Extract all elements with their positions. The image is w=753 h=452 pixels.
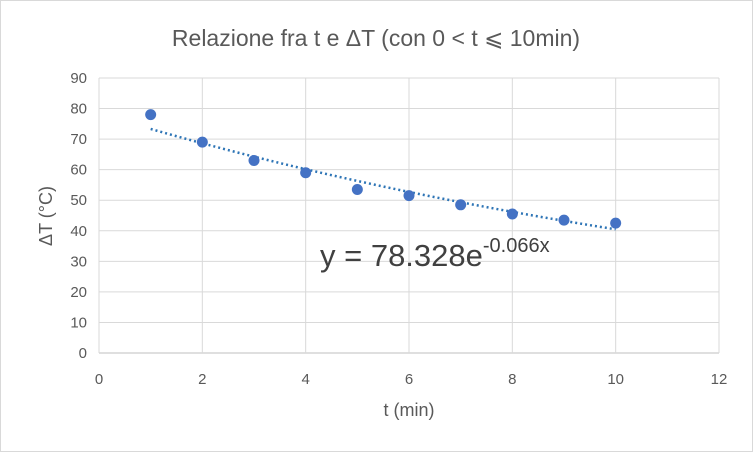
- data-points: [145, 109, 622, 229]
- x-tick-label: 4: [301, 371, 309, 388]
- y-tick-label: 90: [70, 70, 87, 87]
- y-tick-label: 30: [70, 253, 87, 270]
- equation-base: y = 78.328e: [320, 238, 483, 273]
- data-point: [300, 167, 312, 179]
- y-tick-label: 0: [79, 345, 87, 362]
- y-axis-label: ΔT (°C): [36, 186, 56, 246]
- data-point: [558, 214, 570, 226]
- tick-labels: 0 10 20 30 40 50 60 70 80 90 0 2 4 6 8 10 12: [70, 70, 727, 388]
- gridlines: [98, 77, 720, 354]
- y-tick-label: 70: [70, 131, 87, 148]
- data-point: [248, 155, 260, 166]
- y-tick-label: 40: [70, 223, 87, 240]
- equation-exponent: -0.066x: [483, 235, 550, 257]
- data-point: [455, 199, 467, 211]
- data-point: [351, 184, 363, 196]
- chart-title: Relazione fra t e ΔT (con 0 < t ⩽ 10min): [172, 25, 580, 51]
- x-tick-label: 10: [607, 371, 624, 388]
- trendline: [150, 127, 616, 231]
- x-tick-label: 8: [508, 371, 516, 388]
- y-tick-label: 10: [70, 314, 87, 331]
- x-tick-label: 12: [711, 371, 728, 388]
- data-point: [403, 190, 415, 202]
- x-tick-label: 6: [405, 371, 413, 388]
- data-point: [196, 136, 208, 148]
- y-tick-label: 80: [70, 101, 87, 118]
- x-tick-label: 2: [198, 371, 206, 388]
- data-point: [610, 217, 622, 229]
- data-point: [506, 208, 518, 220]
- x-axis-label: t (min): [384, 400, 435, 420]
- y-tick-label: 50: [70, 192, 87, 209]
- data-point: [145, 109, 157, 121]
- y-tick-label: 60: [70, 162, 87, 179]
- x-tick-label: 0: [95, 371, 103, 388]
- trendline-equation: y = 78.328e-0.066x: [320, 235, 550, 273]
- y-tick-label: 20: [70, 284, 87, 301]
